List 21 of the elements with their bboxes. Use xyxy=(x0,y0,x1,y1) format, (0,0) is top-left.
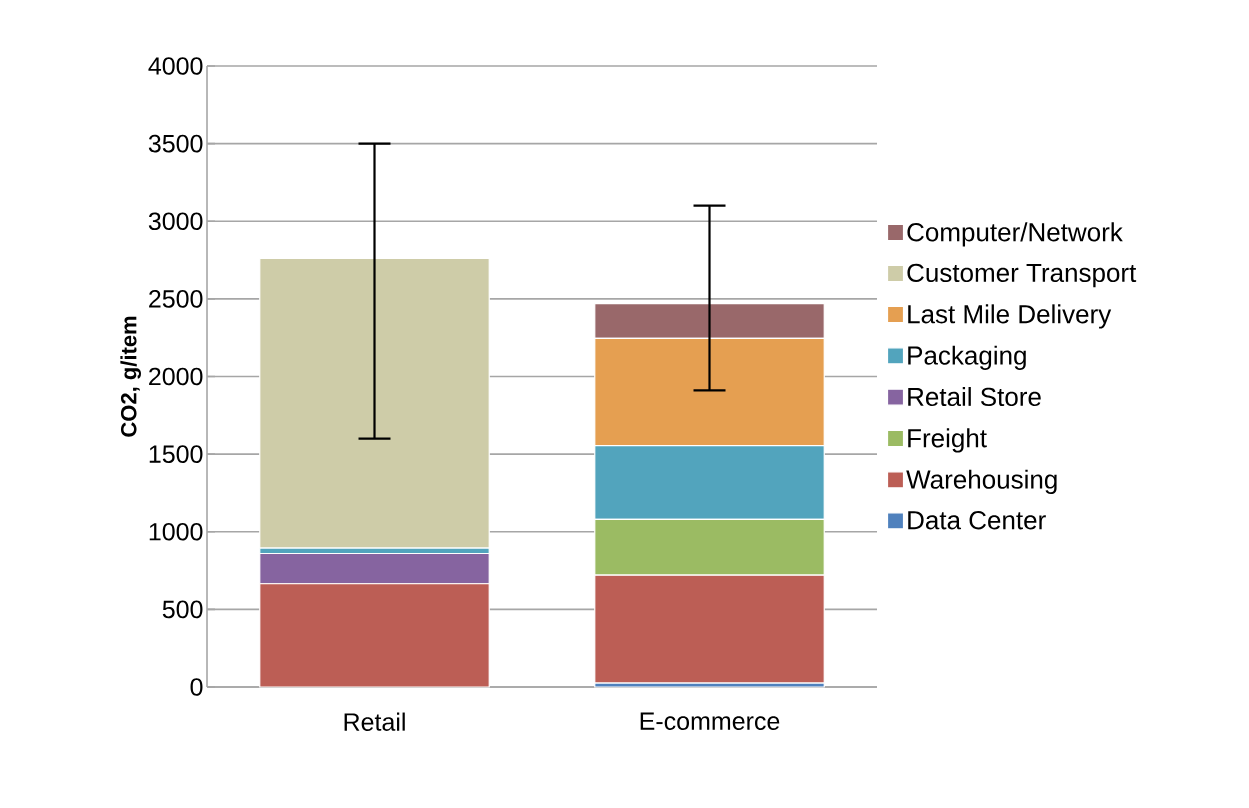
y-tick-label: 3500 xyxy=(148,134,203,153)
legend-label: Computer/Network xyxy=(907,222,1123,247)
legend-label: Freight xyxy=(908,428,987,453)
y-axis-title: CO2, g/item xyxy=(120,316,141,437)
legend-label: Packaging xyxy=(908,345,1026,370)
y-tick-label: 4000 xyxy=(148,57,203,75)
legend-label: Retail Store xyxy=(908,387,1041,407)
legend-label: Customer Transport xyxy=(907,263,1137,288)
x-tick-label: E-commerce xyxy=(640,712,780,730)
bar xyxy=(259,257,490,549)
y-tick-label: 3000 xyxy=(148,212,203,231)
x-tick-label: Retail xyxy=(344,712,405,731)
y-tick-label: 2500 xyxy=(149,290,203,308)
y-tick-label: 500 xyxy=(162,600,203,619)
y-tick-label: 1500 xyxy=(149,445,203,463)
y-tick-label: 1000 xyxy=(149,522,203,541)
legend-label: Last Mile Delivery xyxy=(908,304,1112,329)
y-tick-label: 2000 xyxy=(149,367,203,386)
legend-label: Warehousing xyxy=(906,469,1057,494)
y-tick-label: 0 xyxy=(190,678,203,696)
legend-label: Data Center xyxy=(908,511,1046,530)
